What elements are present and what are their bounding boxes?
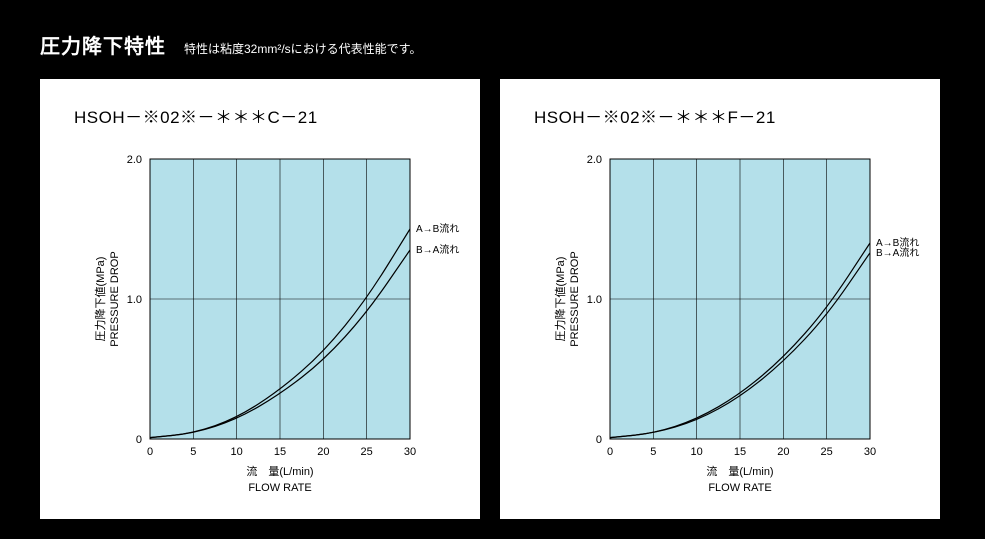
svg-text:1.0: 1.0 [587, 294, 602, 306]
svg-text:10: 10 [691, 446, 703, 458]
svg-text:15: 15 [734, 446, 746, 458]
chart-svg-1: 0 5 10 15 20 25 30 0 1.0 2.0 流 量(L/min) FLOW RATE 圧力… [500, 79, 940, 519]
svg-text:2.0: 2.0 [587, 154, 602, 166]
charts-row: HSOH－※02※－＊＊＊C－21 05101520253001.02.0流 量… [40, 79, 945, 519]
svg-text:5: 5 [650, 446, 656, 458]
svg-text:PRESSURE DROP: PRESSURE DROP [109, 251, 121, 346]
svg-text:1.0: 1.0 [127, 294, 142, 306]
svg-text:0: 0 [596, 434, 602, 446]
svg-text:20: 20 [317, 446, 329, 458]
svg-text:流 量(L/min): 流 量(L/min) [246, 464, 313, 478]
svg-text:20: 20 [777, 446, 789, 458]
svg-text:圧力降下値(MPa): 圧力降下値(MPa) [553, 257, 567, 342]
svg-text:B→A流れ: B→A流れ [876, 246, 919, 259]
svg-text:30: 30 [864, 446, 876, 458]
svg-text:PRESSURE DROP: PRESSURE DROP [569, 251, 581, 346]
svg-text:0: 0 [607, 446, 613, 458]
svg-text:5: 5 [190, 446, 196, 458]
page-title: 圧力降下特性 [40, 30, 166, 59]
svg-text:FLOW RATE: FLOW RATE [248, 482, 311, 494]
page-subtitle: 特性は粘度32mm²/sにおける代表性能です。 [184, 40, 421, 57]
svg-text:0: 0 [147, 446, 153, 458]
svg-text:圧力降下値(MPa): 圧力降下値(MPa) [93, 257, 107, 342]
svg-text:B→A流れ: B→A流れ [416, 243, 459, 256]
svg-text:流 量(L/min): 流 量(L/min) [706, 464, 773, 478]
svg-text:30: 30 [404, 446, 416, 458]
svg-text:15: 15 [274, 446, 286, 458]
svg-text:25: 25 [361, 446, 373, 458]
svg-text:FLOW RATE: FLOW RATE [708, 482, 771, 494]
svg-text:0: 0 [136, 434, 142, 446]
svg-text:25: 25 [821, 446, 833, 458]
page-header: 圧力降下特性 特性は粘度32mm²/sにおける代表性能です。 [40, 30, 945, 59]
chart-svg-0: 0 5 10 15 20 25 30 0 1.0 2.0 流 量(L/min) FLOW RATE 圧力… [40, 79, 480, 519]
svg-text:A→B流れ: A→B流れ [416, 222, 459, 235]
chart-panel-1: HSOH－※02※－＊＊＊F－21 05101520253001.02.0流 量… [500, 79, 940, 519]
chart-panel-0: HSOH－※02※－＊＊＊C－21 05101520253001.02.0流 量… [40, 79, 480, 519]
svg-text:10: 10 [231, 446, 243, 458]
svg-text:2.0: 2.0 [127, 154, 142, 166]
